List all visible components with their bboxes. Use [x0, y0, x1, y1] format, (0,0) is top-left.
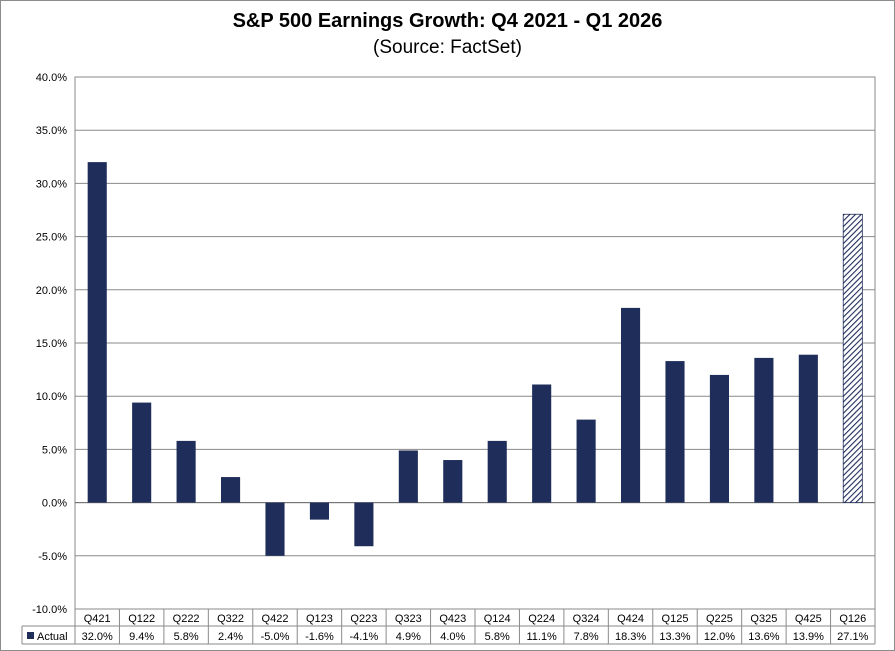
y-tick-label: -10.0% — [32, 604, 67, 616]
data-label: 13.6% — [748, 631, 779, 643]
data-label: 7.8% — [574, 631, 599, 643]
y-axis-ticks: 40.0% 35.0% 30.0% 25.0% 20.0% 15.0% 10.0% 5.0% 0… — [32, 72, 67, 616]
x-tick-label: Q423 — [439, 613, 466, 625]
bar-q222 — [176, 440, 196, 503]
y-tick-label: 15.0% — [36, 338, 67, 350]
data-label: 4.0% — [440, 631, 465, 643]
bar-q421 — [87, 162, 107, 503]
y-tick-label: -5.0% — [38, 551, 67, 563]
bar-q126 — [842, 213, 863, 503]
data-label: 11.1% — [526, 631, 557, 643]
bar-q424 — [621, 307, 641, 503]
x-tick-label: Q425 — [795, 613, 822, 625]
data-label: 13.9% — [793, 631, 824, 643]
data-label: 4.9% — [396, 631, 421, 643]
x-tick-label: Q125 — [662, 613, 689, 625]
bar-q322 — [221, 477, 241, 503]
x-tick-label: Q123 — [306, 613, 333, 625]
y-tick-label: 35.0% — [36, 125, 67, 137]
data-label: 32.0% — [82, 631, 113, 643]
legend-swatch — [27, 632, 34, 639]
y-tick-label: 0.0% — [42, 498, 67, 510]
bar-q224 — [532, 384, 552, 503]
x-tick-label: Q325 — [750, 613, 777, 625]
bar-q223 — [354, 502, 374, 547]
y-tick-label: 5.0% — [42, 444, 67, 456]
x-tick-label: Q224 — [528, 613, 555, 625]
data-label: 13.3% — [659, 631, 690, 643]
bar-q423 — [443, 460, 463, 503]
y-tick-label: 20.0% — [36, 285, 67, 297]
x-tick-label: Q225 — [706, 613, 733, 625]
data-label: 5.8% — [174, 631, 199, 643]
gridlines — [74, 76, 876, 610]
x-tick-label: Q422 — [262, 613, 289, 625]
data-label: 2.4% — [218, 631, 243, 643]
bar-q124 — [487, 440, 507, 503]
data-label: 5.8% — [485, 631, 510, 643]
data-label: -5.0% — [261, 631, 290, 643]
bar-q122 — [132, 402, 152, 503]
x-tick-label: Q124 — [484, 613, 511, 625]
y-tick-label: 30.0% — [36, 178, 67, 190]
x-tick-label: Q126 — [839, 613, 866, 625]
data-label: 27.1% — [837, 631, 868, 643]
y-tick-label: 25.0% — [36, 232, 67, 244]
bar-q225 — [709, 374, 729, 503]
x-tick-label: Q223 — [350, 613, 377, 625]
bar-q123 — [309, 502, 329, 520]
bar-q325 — [754, 357, 774, 503]
bars — [87, 162, 863, 556]
x-tick-label: Q424 — [617, 613, 644, 625]
bar-q125 — [665, 361, 685, 503]
bar-q323 — [398, 450, 418, 503]
y-tick-label: 10.0% — [36, 391, 67, 403]
x-tick-label: Q324 — [573, 613, 600, 625]
data-label: 12.0% — [704, 631, 735, 643]
bar-q324 — [576, 419, 596, 503]
data-label: 9.4% — [129, 631, 154, 643]
chart-subtitle: (Source: FactSet) — [373, 37, 522, 58]
x-tick-label: Q322 — [217, 613, 244, 625]
chart-title: S&P 500 Earnings Growth: Q4 2021 - Q1 20… — [232, 10, 663, 32]
x-tick-label: Q222 — [173, 613, 200, 625]
data-label: 18.3% — [615, 631, 646, 643]
bar-q422 — [265, 502, 285, 556]
x-tick-label: Q323 — [395, 613, 422, 625]
data-label: -1.6% — [305, 631, 334, 643]
data-label: -4.1% — [350, 631, 379, 643]
x-tick-label: Q421 — [84, 613, 111, 625]
data-table: Q421 32.0% Q122 9.4% Q222 5.8% Q322 2.4% Q422 -5.… — [21, 609, 876, 645]
x-tick-label: Q122 — [128, 613, 155, 625]
y-tick-label: 40.0% — [36, 72, 67, 84]
bar-q425 — [798, 354, 818, 503]
legend-label: Actual — [37, 631, 68, 643]
